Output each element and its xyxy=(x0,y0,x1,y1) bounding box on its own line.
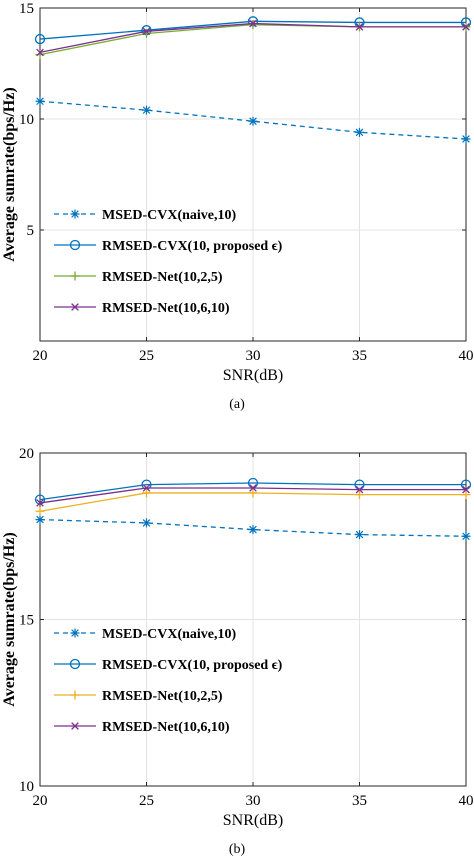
y-tick-label: 10 xyxy=(19,112,34,128)
legend-label: RMSED-Net(10,2,5) xyxy=(102,270,223,285)
series-0 xyxy=(35,515,471,541)
series-3 xyxy=(36,484,470,507)
legend-label: RMSED-Net(10,2,5) xyxy=(102,689,223,704)
series-3 xyxy=(36,19,470,57)
series-0 xyxy=(35,96,471,144)
legend-marker xyxy=(70,271,80,281)
data-point xyxy=(35,96,45,106)
data-point xyxy=(248,116,258,126)
y-tick-label: 10 xyxy=(19,779,34,795)
y-tick-label: 20 xyxy=(19,446,34,462)
data-point xyxy=(462,23,470,31)
data-point xyxy=(248,525,258,535)
legend-marker xyxy=(71,303,79,311)
legend: MSED-CVX(naive,10) RMSED-CVX(10, proposed… xyxy=(54,627,283,735)
x-axis-label: SNR(dB) xyxy=(223,367,283,384)
data-point xyxy=(461,134,471,144)
data-point xyxy=(142,484,151,492)
x-tick-label: 25 xyxy=(139,793,154,809)
legend-marker xyxy=(71,722,79,730)
x-tick-label: 35 xyxy=(352,793,367,809)
legend: MSED-CVX(naive,10) RMSED-CVX(10, proposed… xyxy=(54,208,283,316)
legend-marker xyxy=(70,209,80,219)
chart-panel-a: 20 25 30 35 40 5 10 15 SNR(dB) Average sumrate(bp… xyxy=(1,1,474,412)
legend-entry: RMSED-Net(10,2,5) xyxy=(54,689,223,704)
legend-entry: RMSED-Net(10,6,10) xyxy=(54,301,230,316)
data-point xyxy=(142,105,151,115)
x-tick-label: 40 xyxy=(459,793,474,809)
data-point xyxy=(355,485,364,494)
data-point xyxy=(249,19,257,28)
data-point xyxy=(142,27,151,36)
data-point xyxy=(142,518,151,528)
legend-marker xyxy=(70,628,80,638)
data-point xyxy=(34,33,46,45)
legend-entry: RMSED-CVX(10, proposed ϵ) xyxy=(54,239,283,254)
x-tick-label: 30 xyxy=(246,348,261,364)
legend-marker xyxy=(69,239,81,251)
data-point xyxy=(462,485,470,494)
legend-entry: MSED-CVX(naive,10) xyxy=(54,627,236,642)
y-tick-label: 15 xyxy=(19,613,34,629)
legend-marker xyxy=(70,690,80,700)
x-axis-label: SNR(dB) xyxy=(223,812,283,829)
panel-caption: (a) xyxy=(229,397,245,412)
y-tick-label: 5 xyxy=(27,223,35,239)
data-point xyxy=(36,48,44,57)
legend-label: RMSED-Net(10,6,10) xyxy=(102,301,230,316)
data-point xyxy=(35,515,45,525)
legend-label: MSED-CVX(naive,10) xyxy=(102,208,236,223)
legend-label: RMSED-CVX(10, proposed ϵ) xyxy=(102,658,283,673)
x-tick-label: 25 xyxy=(139,348,154,364)
y-tick-label: 15 xyxy=(19,1,34,17)
data-point xyxy=(34,494,46,505)
data-point xyxy=(355,23,364,31)
data-point xyxy=(248,488,258,498)
panel-caption: (b) xyxy=(229,842,246,857)
legend-entry: RMSED-Net(10,2,5) xyxy=(54,270,223,285)
data-point xyxy=(355,530,364,540)
chart-panel-b: 20 25 30 35 40 10 15 20 SNR(dB) Average sumrate(b… xyxy=(1,446,474,857)
data-point xyxy=(248,20,258,30)
x-tick-label: 40 xyxy=(459,348,474,364)
legend-marker xyxy=(69,658,81,670)
legend-label: MSED-CVX(naive,10) xyxy=(102,627,236,642)
y-axis-label: Average sumrate(bps/Hz) xyxy=(1,532,18,706)
legend-label: RMSED-CVX(10, proposed ϵ) xyxy=(102,239,283,254)
x-tick-label: 35 xyxy=(352,348,367,364)
series-line xyxy=(39,482,466,501)
legend-entry: RMSED-CVX(10, proposed ϵ) xyxy=(54,658,283,673)
x-tick-label: 30 xyxy=(246,793,261,809)
legend-label: RMSED-Net(10,6,10) xyxy=(102,720,230,735)
legend-entry: RMSED-Net(10,6,10) xyxy=(54,720,230,735)
series-line xyxy=(39,518,467,537)
legend-entry: MSED-CVX(naive,10) xyxy=(54,208,236,223)
data-point xyxy=(36,499,44,507)
data-point xyxy=(461,531,471,541)
data-point xyxy=(355,490,364,500)
data-point xyxy=(142,488,151,498)
x-tick-label: 20 xyxy=(33,793,48,809)
x-tick-label: 20 xyxy=(33,348,48,364)
y-axis-label: Average sumrate(bps/Hz) xyxy=(1,87,18,261)
series-2 xyxy=(35,488,471,516)
data-point xyxy=(355,127,364,137)
data-point xyxy=(249,484,257,492)
data-point xyxy=(35,506,45,516)
data-point xyxy=(461,490,471,500)
